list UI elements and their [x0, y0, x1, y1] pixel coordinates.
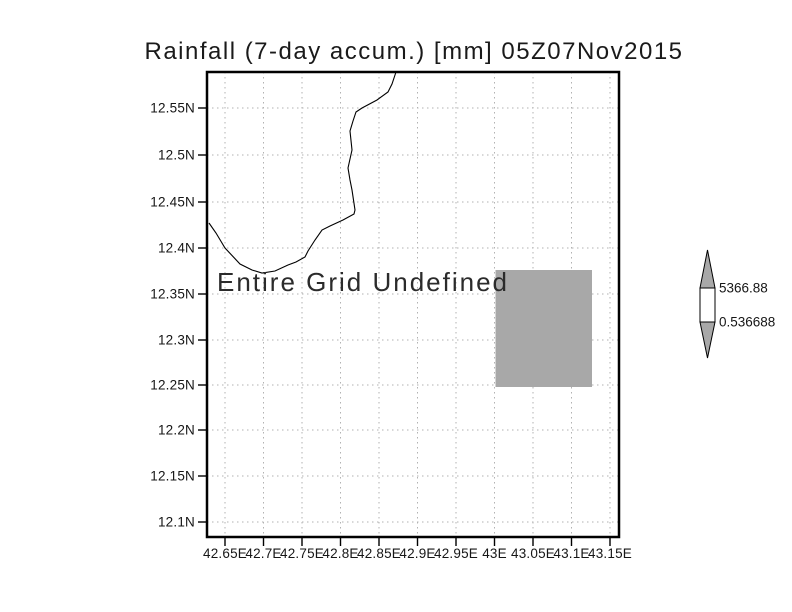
x-axis-label: 43.1E [553, 546, 589, 561]
y-axis-label: 12.1N [158, 515, 195, 530]
x-axis-labels: 42.65E 42.7E 42.75E 42.8E 42.85E 42.9E 4… [203, 546, 632, 561]
x-axis-label: 42.7E [245, 546, 281, 561]
x-axis-label: 42.65E [203, 546, 247, 561]
x-axis-ticks [224, 538, 611, 546]
y-axis-label: 12.15N [150, 469, 195, 484]
map-border [205, 70, 621, 539]
colorbar: 5366.88 0.536688 [699, 249, 775, 359]
y-axis-label: 12.4N [158, 241, 195, 256]
x-axis-label: 43E [482, 546, 507, 561]
colorbar-upper-arrow [699, 249, 716, 289]
x-axis-label: 42.95E [434, 546, 478, 561]
figure-title: Rainfall (7-day accum.) [mm] 05Z07Nov201… [144, 38, 683, 65]
undefined-region-shade [495, 270, 592, 387]
overlay-message: Entire Grid Undefined [217, 267, 509, 297]
y-axis-label: 12.5N [158, 148, 195, 163]
x-axis-label: 42.8E [322, 546, 358, 561]
x-axis-label: 42.9E [399, 546, 435, 561]
y-axis-label: 12.25N [150, 378, 195, 393]
y-axis-labels: 12.55N 12.5N 12.45N 12.4N 12.35N 12.3N 1… [150, 101, 195, 530]
y-axis-label: 12.35N [150, 287, 195, 302]
y-axis-label: 12.3N [158, 333, 195, 348]
colorbar-lower-arrow [699, 321, 716, 359]
y-axis-label: 12.2N [158, 423, 195, 438]
y-axis-ticks [198, 107, 206, 523]
colorbar-min-label: 0.536688 [719, 315, 775, 330]
colorbar-mid-segment [699, 287, 716, 323]
y-axis-label: 12.45N [150, 195, 195, 210]
colorbar-max-label: 5366.88 [719, 281, 768, 296]
x-axis-label: 42.75E [280, 546, 324, 561]
x-axis-label: 43.05E [511, 546, 555, 561]
x-axis-label: 42.85E [357, 546, 401, 561]
y-axis-label: 12.55N [150, 101, 195, 116]
coastline [208, 71, 397, 274]
x-axis-label: 43.15E [588, 546, 632, 561]
horizontal-gridlines [207, 107, 619, 523]
